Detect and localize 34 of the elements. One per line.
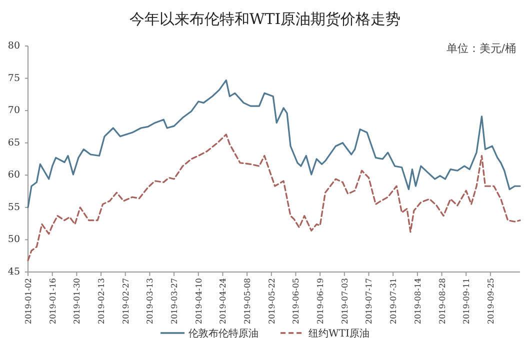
y-tick-label: 50 [8, 234, 20, 246]
x-tick-label: 2019-07-17 [364, 278, 374, 324]
y-tick-label: 80 [8, 40, 20, 52]
x-tick-label: 2019-05-08 [243, 278, 252, 324]
chart-title: 今年以来布伦特和WTI原油期货价格走势 [129, 10, 401, 28]
annotation: 单位：美元/桶 [446, 42, 516, 55]
x-tick-label: 2019-08-28 [438, 278, 447, 324]
y-tick-label: 55 [8, 202, 20, 213]
x-tick-label: 2019-05-22 [267, 278, 276, 324]
x-tick-label: 2019-01-02 [24, 278, 33, 324]
y-tick-label: 75 [8, 72, 20, 84]
x-tick-label: 2019-09-11 [462, 278, 472, 324]
x-tick-label: 2019-07-31 [389, 278, 398, 324]
x-tick-label: 2019-06-19 [316, 278, 326, 324]
x-tick-label: 2019-07-03 [340, 278, 350, 324]
x-tick-label: 2019-03-13 [146, 278, 155, 324]
y-tick-label: 65 [8, 137, 20, 148]
y-tick-label: 60 [8, 170, 20, 181]
x-tick-label: 2019-01-16 [48, 278, 58, 324]
x-tick-label: 2019-06-05 [292, 278, 301, 324]
x-tick-label: 2019-09-25 [486, 278, 496, 324]
legend-label: 伦敦布伦特原油 [188, 328, 259, 338]
x-tick-label: 2019-04-10 [194, 278, 204, 324]
x-tick-label: 2019-01-30 [72, 278, 82, 324]
x-tick-label: 2019-02-27 [121, 278, 130, 324]
x-tick-label: 2019-08-14 [413, 278, 422, 324]
legend-label: 纽约WTI原油 [308, 328, 370, 338]
x-tick-label: 2019-03-27 [170, 278, 180, 324]
x-tick-label: 2019-02-13 [97, 278, 106, 324]
y-tick-label: 70 [8, 105, 20, 116]
line-series [27, 134, 521, 262]
y-tick-label: 45 [8, 266, 20, 278]
x-tick-label: 2019-04-24 [218, 278, 228, 324]
line-series [27, 79, 521, 208]
